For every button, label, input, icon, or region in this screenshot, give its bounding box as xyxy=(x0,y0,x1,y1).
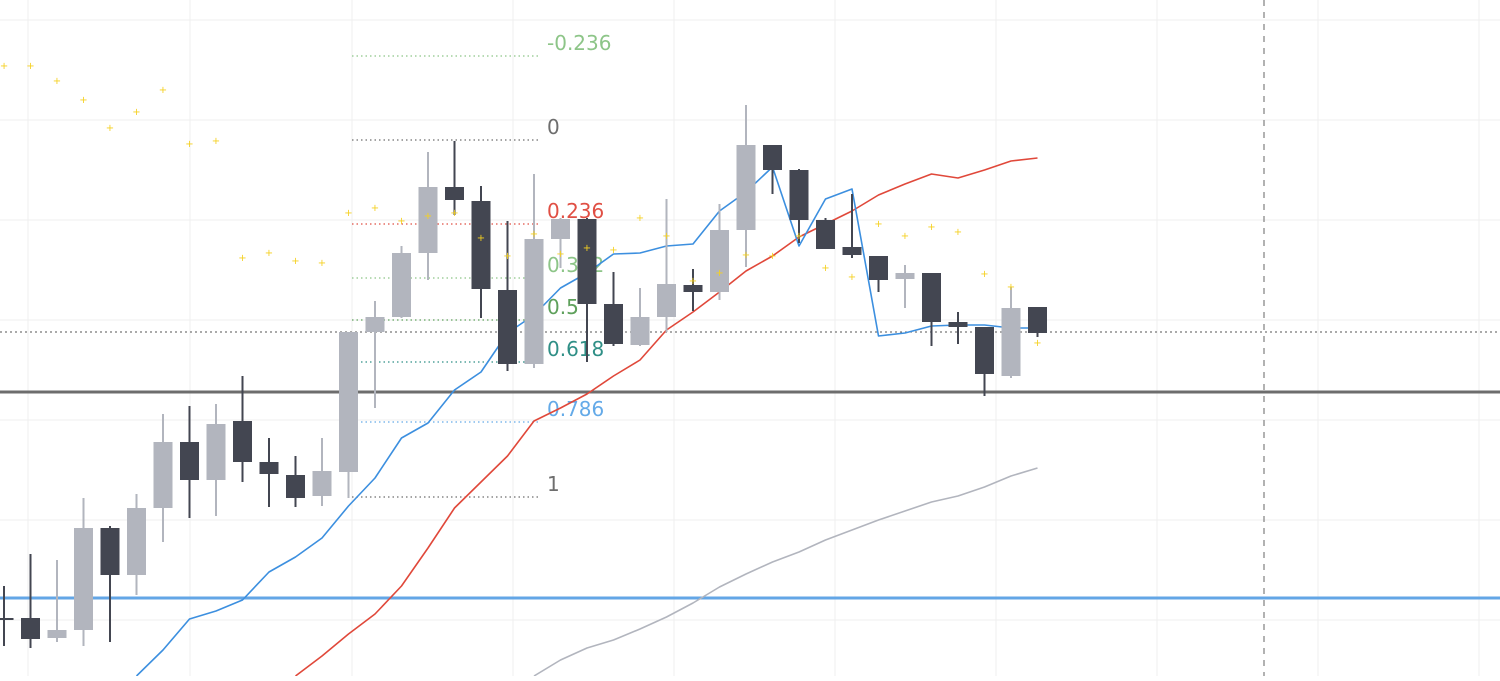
signal-marker: + xyxy=(26,61,34,72)
signal-marker: + xyxy=(1007,282,1015,293)
candle-body xyxy=(524,239,544,364)
signal-marker: + xyxy=(53,76,61,87)
candle-body xyxy=(471,201,491,289)
signal-marker: + xyxy=(265,248,273,259)
signal-marker: + xyxy=(450,208,458,219)
candle-body xyxy=(365,317,385,332)
signal-marker: + xyxy=(742,250,750,261)
candle-body xyxy=(710,230,729,292)
signal-marker: + xyxy=(318,258,326,269)
signal-marker: + xyxy=(424,211,432,222)
candle-body xyxy=(816,220,835,249)
candle-body xyxy=(127,508,146,575)
signal-marker: + xyxy=(662,231,670,242)
candle-body xyxy=(180,442,199,480)
signal-marker: + xyxy=(530,229,538,240)
signal-marker: + xyxy=(397,216,405,227)
signal-marker: + xyxy=(185,139,193,150)
fib-level-label: 1 xyxy=(547,472,560,496)
candle-body xyxy=(445,187,464,200)
signal-marker: + xyxy=(0,61,8,72)
signal-marker: + xyxy=(238,253,246,264)
signal-marker: + xyxy=(715,268,723,279)
candle-body xyxy=(683,285,703,292)
candle-body xyxy=(922,273,941,322)
signal-marker: + xyxy=(874,219,882,230)
signal-marker: + xyxy=(980,269,988,280)
signal-marker: + xyxy=(768,251,776,262)
candle-body xyxy=(21,618,40,639)
signal-marker: + xyxy=(106,123,114,134)
candle-body xyxy=(153,442,173,508)
candle-body xyxy=(1028,307,1047,333)
candle-body xyxy=(233,421,252,462)
candle-body xyxy=(763,145,782,170)
candle-body xyxy=(206,424,226,480)
candle-body xyxy=(975,327,994,374)
signal-marker: + xyxy=(477,233,485,244)
candle-body xyxy=(498,290,517,364)
signal-marker: + xyxy=(1033,338,1041,349)
signal-markers: + + + + + + + + + + + + + + + + + + + + + + + + + + + + + + + + + + + + + + + + xyxy=(0,61,1042,349)
signal-marker: + xyxy=(901,231,909,242)
signal-marker: + xyxy=(927,222,935,233)
candle-body xyxy=(259,462,279,474)
fib-level-label: 0.5 xyxy=(547,295,579,319)
candle-body xyxy=(312,471,332,496)
signal-marker: + xyxy=(344,208,352,219)
candle-body xyxy=(551,219,570,239)
candle-body xyxy=(47,630,67,638)
fib-level-label: 0.786 xyxy=(547,397,604,421)
signal-marker: + xyxy=(556,249,564,260)
candle-body xyxy=(100,528,120,575)
candle-body xyxy=(842,247,862,255)
ema-slow-line xyxy=(533,467,1038,677)
signal-marker: + xyxy=(371,203,379,214)
candle-body xyxy=(948,322,968,327)
horizontal-levels xyxy=(0,331,1500,600)
signal-marker: + xyxy=(212,136,220,147)
signal-marker: + xyxy=(636,213,644,224)
candle-body xyxy=(0,618,14,620)
candle-body xyxy=(789,170,809,220)
signal-marker: + xyxy=(132,107,140,118)
fib-level-label: -0.236 xyxy=(547,31,611,55)
signal-marker: + xyxy=(954,227,962,238)
candle-body xyxy=(74,528,93,630)
signal-marker: + xyxy=(79,95,87,106)
candle-body xyxy=(418,187,438,253)
candle-body xyxy=(657,284,676,317)
candle-body xyxy=(339,332,358,472)
candle-body xyxy=(1001,308,1021,376)
candles xyxy=(0,105,1047,648)
signal-marker: + xyxy=(821,263,829,274)
signal-marker: + xyxy=(795,231,803,242)
signal-marker: + xyxy=(689,276,697,287)
signal-marker: + xyxy=(583,243,591,254)
candle-body xyxy=(630,317,650,345)
signal-marker: + xyxy=(291,256,299,267)
signal-marker: + xyxy=(848,272,856,283)
fib-level-label: 0.618 xyxy=(547,337,604,361)
candle-body xyxy=(577,219,597,304)
signal-marker: + xyxy=(159,85,167,96)
candle-body xyxy=(736,145,756,230)
candle-body xyxy=(604,304,623,344)
candle-body xyxy=(869,256,888,280)
candle-body xyxy=(895,273,915,279)
fib-level-label: 0 xyxy=(547,115,560,139)
candle-body xyxy=(392,253,411,317)
signal-marker: + xyxy=(503,251,511,262)
candle-body xyxy=(286,475,305,498)
signal-marker: + xyxy=(609,245,617,256)
